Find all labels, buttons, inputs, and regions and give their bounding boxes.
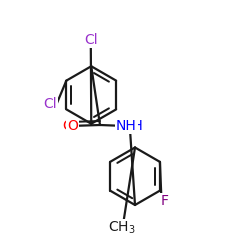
Text: Cl: Cl: [84, 33, 98, 47]
Text: Cl: Cl: [43, 97, 57, 111]
Text: F: F: [161, 194, 169, 208]
Text: O: O: [62, 119, 73, 133]
Text: NH: NH: [116, 119, 136, 133]
Text: NH: NH: [122, 119, 143, 133]
Text: O: O: [67, 119, 78, 133]
Text: CH$_3$: CH$_3$: [108, 220, 136, 236]
